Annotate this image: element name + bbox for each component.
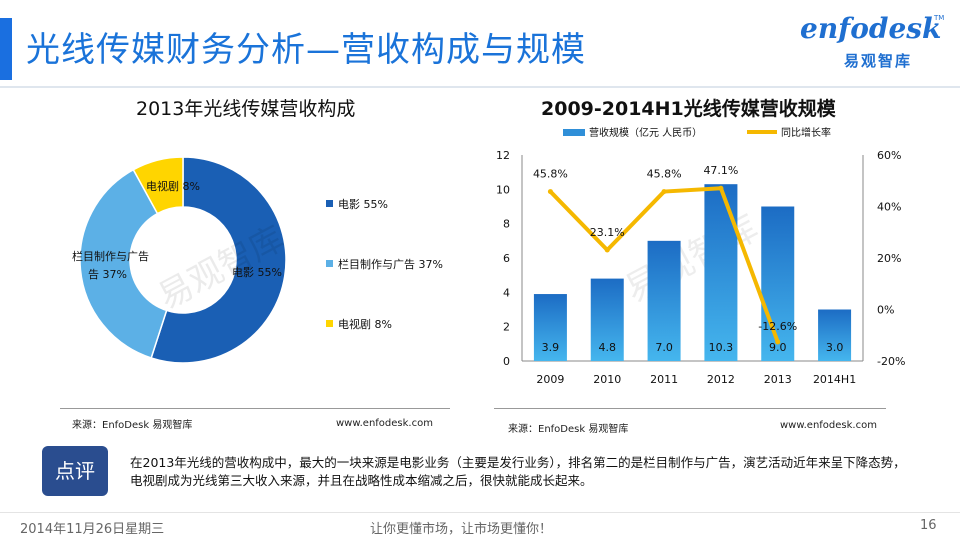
legend-label: 同比增长率 [781, 126, 831, 139]
legend-swatch [326, 320, 333, 327]
footer-date: 2014年11月26日星期三 [20, 522, 165, 537]
bar-2010 [590, 278, 624, 361]
donut-chart-title: 2013年光线传媒营收构成 [136, 98, 356, 120]
comment-badge: 点评 [42, 446, 108, 496]
y-tick-label: 8 [503, 218, 510, 231]
legend-label: 营收规模（亿元 人民币） [589, 126, 702, 139]
bar-value-label: 4.8 [599, 341, 617, 354]
growth-point [604, 247, 610, 253]
comment-text: 在2013年光线的营收构成中，最大的一块来源是电影业务（主要是发行业务），排名第… [130, 455, 906, 488]
bar-2012 [704, 184, 738, 361]
x-tick-label: 2013 [764, 373, 792, 386]
donut-slice-2 [132, 156, 184, 215]
title-divider [0, 86, 960, 88]
donut-slice-label: 栏目制作与广告 [72, 249, 149, 263]
bar-2013 [761, 206, 795, 361]
left-source: 来源：EnfoDesk 易观智库 [72, 420, 193, 431]
footer-slogan: 让你更懂市场，让市场更懂你！ [370, 522, 553, 537]
growth-label: -12.6% [758, 320, 797, 333]
logo-subtitle: 易观智库 [844, 52, 913, 70]
y2-tick-label: 60% [877, 149, 901, 162]
growth-label: 45.8% [647, 168, 682, 181]
bar-value-label: 3.0 [826, 341, 844, 354]
y-tick-label: 0 [503, 355, 510, 368]
y2-tick-label: -20% [877, 355, 905, 368]
x-tick-label: 2010 [593, 373, 621, 386]
right-site: www.enfodesk.com [780, 420, 877, 431]
x-tick-label: 2014H1 [813, 373, 856, 386]
legend-label: 电视剧 8% [338, 317, 392, 331]
combo-watermark: 易观智库 [619, 207, 765, 311]
title-accent-bar [0, 18, 12, 80]
legend-swatch [326, 260, 333, 267]
x-tick-label: 2009 [536, 373, 564, 386]
donut-slice-0 [150, 156, 287, 364]
y-tick-label: 10 [496, 183, 510, 196]
growth-point [718, 185, 724, 191]
enfodesk-logo: enfodesk TM 易观智库 [800, 12, 945, 74]
growth-label: 45.8% [533, 168, 568, 181]
growth-label: 23.1% [590, 226, 625, 239]
left-site: www.enfodesk.com [336, 418, 433, 429]
right-source: 来源：EnfoDesk 易观智库 [508, 424, 629, 435]
x-tick-label: 2011 [650, 373, 678, 386]
bar-value-label: 10.3 [709, 341, 734, 354]
page-number: 16 [920, 518, 937, 533]
donut-slice-label: 电视剧 8% [146, 179, 200, 193]
right-source-rule [494, 408, 886, 409]
legend-swatch [326, 200, 333, 207]
legend-bar-swatch [563, 129, 585, 136]
bar-value-label: 9.0 [769, 341, 787, 354]
y-tick-label: 12 [496, 149, 510, 162]
growth-point [547, 189, 553, 195]
legend-label: 栏目制作与广告 37% [338, 257, 443, 271]
page-title: 光线传媒财务分析—营收构成与规模 [26, 30, 586, 70]
logo-tm: TM [934, 14, 945, 22]
bar-2009 [533, 294, 567, 361]
growth-point [775, 339, 781, 345]
y2-tick-label: 40% [877, 201, 901, 214]
y-tick-label: 2 [503, 321, 510, 334]
x-tick-label: 2012 [707, 373, 735, 386]
footer-divider [0, 512, 960, 513]
bar-2011 [647, 240, 681, 361]
growth-point [661, 189, 667, 195]
y2-tick-label: 0% [877, 304, 894, 317]
donut-slice-1 [79, 168, 168, 359]
donut-slice-label: 电影 55% [232, 266, 282, 279]
y2-tick-label: 20% [877, 252, 901, 265]
bar-2014H1 [818, 309, 852, 361]
logo-text: enfodesk [800, 12, 942, 45]
bar-value-label: 3.9 [542, 341, 560, 354]
bar-value-label: 7.0 [655, 341, 673, 354]
combo-chart-title: 2009-2014H1光线传媒营收规模 [541, 98, 836, 120]
donut-slice-label: 告 37% [88, 268, 127, 281]
left-source-rule [60, 408, 450, 409]
y-tick-label: 6 [503, 252, 510, 265]
y-tick-label: 4 [503, 286, 510, 299]
growth-label: 47.1% [703, 164, 738, 177]
legend-label: 电影 55% [338, 198, 388, 211]
